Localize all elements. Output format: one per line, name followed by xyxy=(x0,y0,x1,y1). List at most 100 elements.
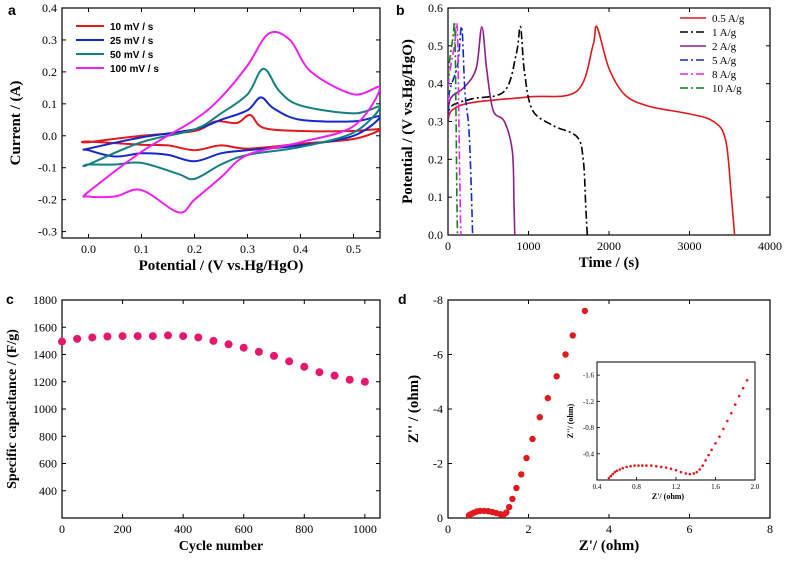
eis-point xyxy=(503,509,510,516)
legend-label-b: 10 A/g xyxy=(712,83,742,95)
x-axis-label-a: Potential / (V vs.Hg/HgO) xyxy=(139,258,304,274)
x-axis-label-c: Cycle number xyxy=(179,539,263,554)
gcd-curve-10-A-g xyxy=(448,21,459,235)
inset-eis-point xyxy=(659,465,663,469)
x-tick-label-b: 3000 xyxy=(678,239,702,253)
capacitance-point xyxy=(88,333,97,342)
capacitance-point xyxy=(148,332,157,341)
eis-point xyxy=(523,454,530,462)
y-tick-label-a: 0.2 xyxy=(42,65,57,79)
x-tick-label-b: 2000 xyxy=(597,239,621,253)
inset-eis-point xyxy=(722,427,725,431)
inset-eis-point xyxy=(669,467,673,471)
plot-frame-a xyxy=(61,7,381,239)
eis-point xyxy=(513,484,520,492)
inset-eis-point xyxy=(718,435,721,439)
eis-point xyxy=(536,413,543,421)
inset-eis-point xyxy=(641,464,644,467)
eis-point xyxy=(581,307,589,315)
x-axis-label-b: Time / (s) xyxy=(579,255,640,271)
y-tick-label-a: 0.4 xyxy=(42,1,57,15)
inset-x-axis-label: Z'/ (ohm) xyxy=(652,492,685,501)
capacitance-point xyxy=(224,340,233,349)
inset-eis-point xyxy=(714,441,717,445)
x-tick-label-d: 0 xyxy=(445,522,451,536)
capacitance-point xyxy=(103,332,112,341)
capacitance-point xyxy=(179,332,188,341)
capacitance-point xyxy=(254,347,263,356)
x-tick-label-a: 0.3 xyxy=(240,242,255,256)
capacitance-point xyxy=(270,351,278,360)
y-tick-label-a: -0.3 xyxy=(38,225,57,239)
capacitance-point xyxy=(194,333,203,342)
inset-eis-point xyxy=(650,464,653,467)
x-tick-label-a: 0.1 xyxy=(134,242,149,256)
y-tick-label-c: 600 xyxy=(39,457,57,471)
capacitance-point xyxy=(330,371,339,380)
y-axis-label-d: Z'' / (ohm) xyxy=(406,375,422,443)
y-tick-label-c: 1600 xyxy=(33,320,57,334)
y-tick-label-a: -0.2 xyxy=(38,193,57,207)
eis-point xyxy=(562,351,569,358)
x-tick-label-c: 0 xyxy=(59,522,65,536)
x-tick-label-a: 0.5 xyxy=(346,242,361,256)
series-group-a xyxy=(80,30,380,214)
y-axis-label-c: Specific capacitance / (F/g) xyxy=(5,329,20,489)
inset-x-tick-label: 0.8 xyxy=(632,483,641,491)
y-tick-label-b: 0.2 xyxy=(428,152,443,166)
capacitance-point xyxy=(239,343,248,352)
eis-point xyxy=(529,435,536,443)
inset-x-tick-label: 0.4 xyxy=(593,483,602,491)
capacitance-point xyxy=(73,334,82,343)
x-tick-label-b: 0 xyxy=(445,239,451,253)
inset-eis-point xyxy=(674,468,678,472)
legend-label-b: 1 A/g xyxy=(712,27,737,39)
inset-eis-point xyxy=(695,470,699,474)
x-tick-label-b: 4000 xyxy=(758,239,782,253)
y-tick-label-b: 0.0 xyxy=(428,228,443,242)
capacitance-point xyxy=(315,368,324,377)
inset-eis-point xyxy=(701,464,704,467)
inset-eis-point xyxy=(745,379,749,382)
cv-curve-100-mV-s xyxy=(82,30,380,214)
inset-eis-point xyxy=(645,464,648,467)
panel-letter-d: d xyxy=(398,291,407,307)
eis-point xyxy=(544,394,552,402)
gcd-curve-5-A-g xyxy=(448,26,474,235)
inset-y-tick-label: -1.6 xyxy=(583,372,595,380)
legend-label-b: 5 A/g xyxy=(712,55,737,67)
inset-eis-point xyxy=(633,464,636,467)
capacitance-point xyxy=(58,337,66,346)
inset-y-tick-label: -1.2 xyxy=(583,398,595,406)
inset-eis-point xyxy=(654,464,658,468)
eis-point xyxy=(518,471,525,478)
inset-eis-point xyxy=(707,453,710,457)
y-tick-label-d: -4 xyxy=(433,402,443,416)
y-tick-label-a: -0.1 xyxy=(38,161,57,175)
inset-eis-point xyxy=(737,394,741,398)
inset-eis-point xyxy=(615,469,619,473)
inset-eis-point xyxy=(692,472,696,475)
inset-x-tick-label: 1.2 xyxy=(672,483,681,491)
y-tick-label-c: 1800 xyxy=(33,293,57,307)
eis-point xyxy=(569,332,576,339)
gcd-curve-0-5-A-g xyxy=(448,25,736,235)
x-tick-label-c: 200 xyxy=(114,522,132,536)
cv-curve-25-mV-s xyxy=(82,96,380,163)
y-tick-label-c: 400 xyxy=(39,484,57,498)
y-tick-label-c: 1200 xyxy=(33,375,57,389)
legend-label-a: 50 mV / s xyxy=(110,50,154,61)
panel-letter-c: c xyxy=(6,291,14,307)
capacitance-point xyxy=(118,332,127,341)
y-tick-label-c: 1400 xyxy=(33,348,57,362)
capacitance-point xyxy=(360,377,369,386)
y-tick-label-d: 0 xyxy=(437,511,443,525)
capacitance-point xyxy=(133,332,142,341)
inset-eis-point xyxy=(704,459,707,462)
inset-eis-point xyxy=(625,465,628,469)
y-tick-label-c: 1000 xyxy=(33,402,57,416)
x-tick-label-c: 1000 xyxy=(353,522,377,536)
legend-label-b: 0.5 A/g xyxy=(712,13,745,25)
legend-label-a: 10 mV / s xyxy=(110,22,154,33)
